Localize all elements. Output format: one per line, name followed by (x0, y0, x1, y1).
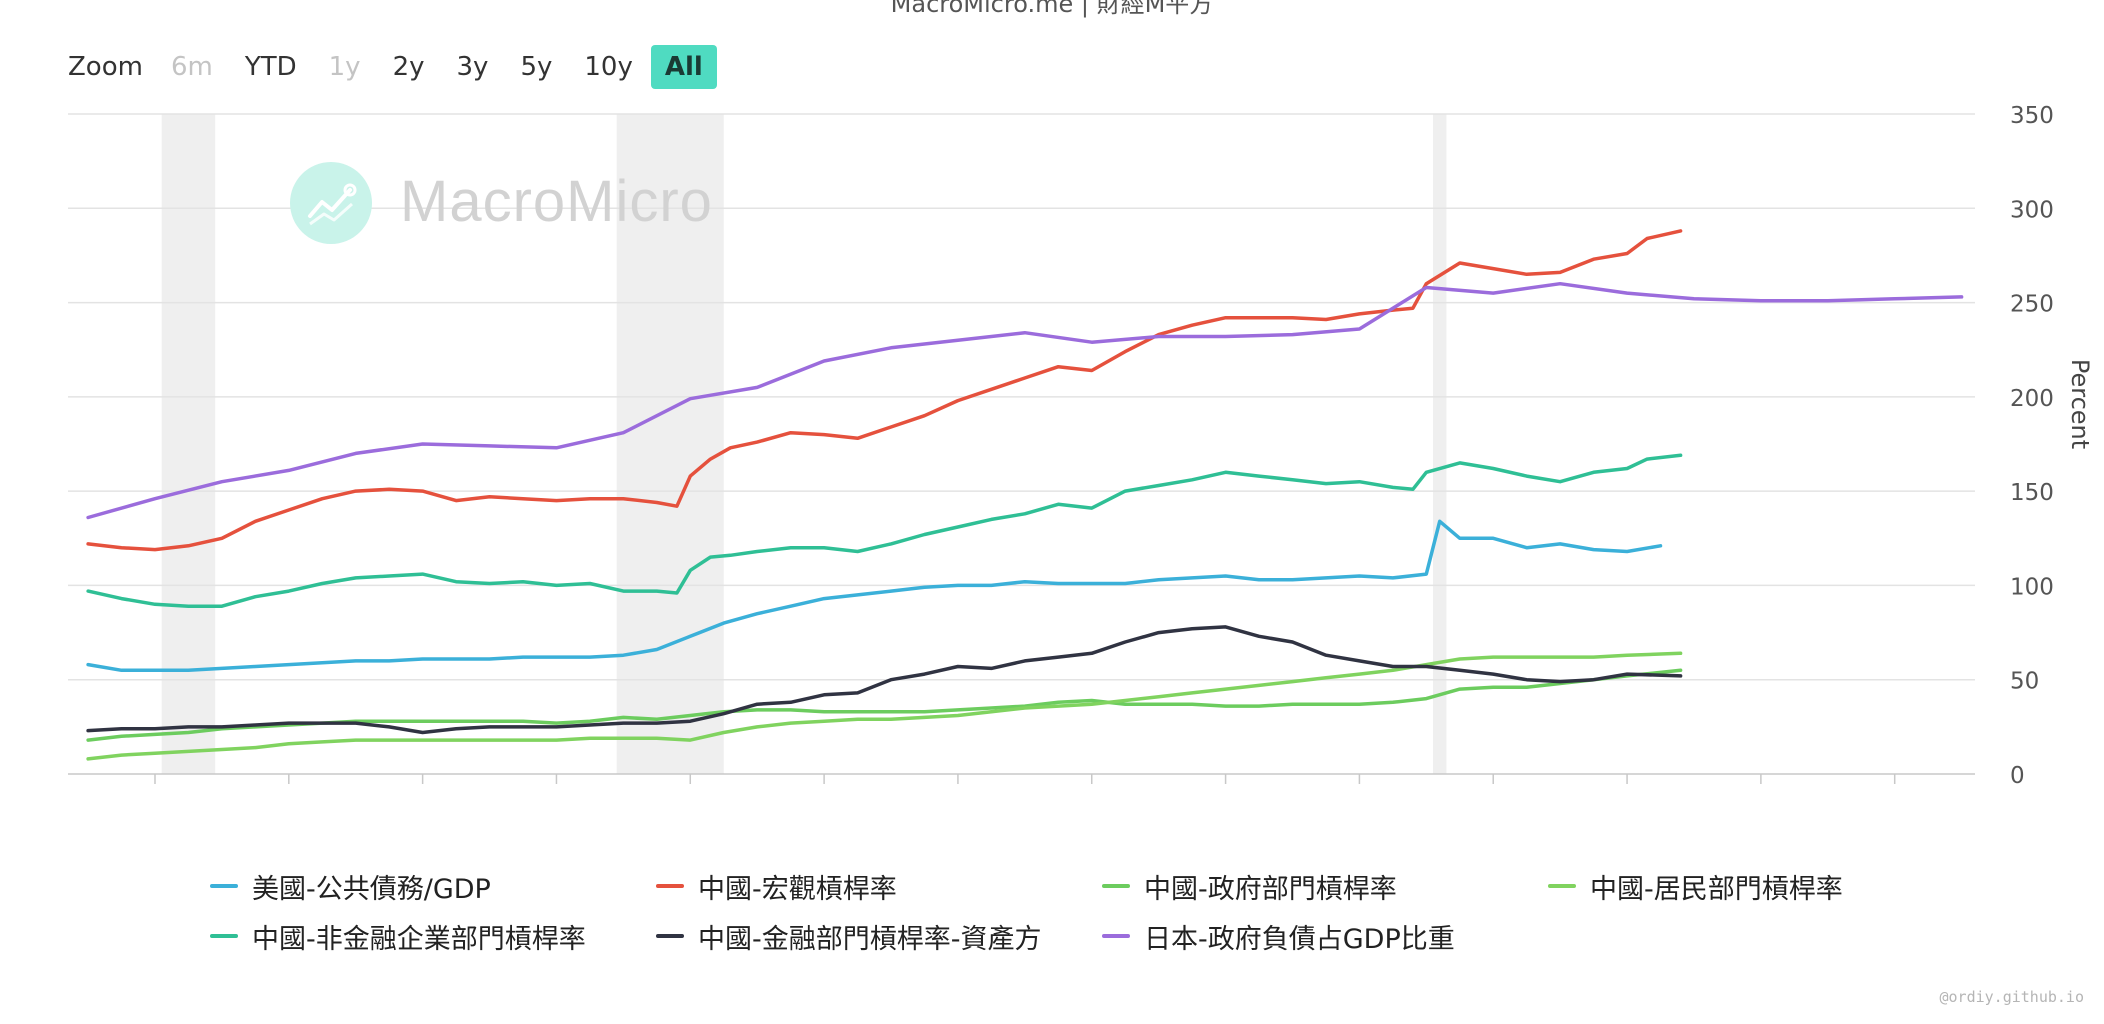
x-tick-label: 2012 (930, 799, 986, 800)
zoom-1y-button[interactable]: 1y (328, 52, 361, 82)
shaded-period-1 (616, 114, 724, 774)
footer-credit: @ordiy.github.io (1939, 988, 2085, 1006)
series-line-6 (86, 281, 1964, 520)
shaded-period-2 (1433, 114, 1447, 774)
macromicro-logo-icon (290, 162, 372, 244)
legend-label: 中國-宏觀槓桿率 (698, 873, 897, 905)
y-tick-label: 150 (2010, 480, 2054, 506)
y-axis-title: Percent (2066, 359, 2094, 449)
legend-label: 中國-居民部門槓桿率 (1590, 873, 1843, 905)
x-tick-label: 2026 (1867, 799, 1923, 800)
legend-swatch (210, 934, 238, 938)
legend-item[interactable]: 中國-宏觀槓桿率 (656, 866, 1102, 906)
series-line-3 (86, 651, 1683, 761)
series-line-1 (86, 229, 1683, 552)
y-tick-label: 350 (2010, 103, 2054, 129)
x-tick-label: 2022 (1599, 799, 1655, 800)
zoom-label: Zoom (68, 52, 143, 82)
legend-label: 中國-非金融企業部門槓桿率 (252, 923, 586, 955)
legend-label: 中國-金融部門槓桿率-資產方 (698, 923, 1042, 955)
zoom-ytd-button[interactable]: YTD (244, 52, 297, 82)
chart-legend: 美國-公共債務/GDP 中國-宏觀槓桿率 中國-政府部門槓桿率 中國-居民部門槓桿率中… (210, 866, 1970, 956)
legend-swatch (656, 934, 684, 938)
zoom-2y-button[interactable]: 2y (392, 52, 425, 82)
legend-item[interactable]: 中國-居民部門槓桿率 (1548, 866, 1968, 906)
zoom-10y-button[interactable]: 10y (584, 52, 633, 82)
x-tick-label: 2014 (1064, 799, 1120, 800)
y-tick-label: 200 (2010, 386, 2054, 412)
legend-item[interactable]: 日本-政府負債占GDP比重 (1102, 916, 1548, 956)
legend-item[interactable]: 中國-金融部門槓桿率-資產方 (656, 916, 1102, 956)
series-line-4 (86, 453, 1683, 608)
y-tick-label: 0 (2010, 763, 2025, 789)
legend-swatch (210, 884, 238, 888)
y-tick-label: 300 (2010, 197, 2054, 223)
x-tick-label: 2010 (796, 799, 852, 800)
series-line-0 (86, 519, 1663, 673)
legend-item[interactable]: 美國-公共債務/GDP (210, 866, 656, 906)
zoom-5y-button[interactable]: 5y (520, 52, 553, 82)
x-tick-label: 2006 (528, 799, 584, 800)
series-lines (86, 229, 1964, 761)
watermark-text: MacroMicro (400, 169, 713, 234)
legend-label: 中國-政府部門槓桿率 (1144, 873, 1397, 905)
legend-item[interactable]: 中國-政府部門槓桿率 (1102, 866, 1548, 906)
legend-swatch (656, 884, 684, 888)
x-tick-label: 2016 (1198, 799, 1254, 800)
y-gridlines (68, 113, 1975, 775)
shaded-period-0 (161, 114, 216, 774)
zoom-toolbar: Zoom 6m YTD 1y 2y 3y 5y 10y All (60, 44, 721, 90)
x-tick-label: 2008 (662, 799, 718, 800)
x-tick-label: 2018 (1331, 799, 1387, 800)
legend-swatch (1102, 934, 1130, 938)
zoom-all-button[interactable]: All (650, 45, 717, 89)
x-tick-label: 2020 (1465, 799, 1521, 800)
legend-label: 日本-政府負債占GDP比重 (1144, 923, 1455, 955)
recession-shading (161, 114, 1447, 774)
zoom-6m-button[interactable]: 6m (170, 52, 213, 82)
legend-label: 美國-公共債務/GDP (252, 873, 491, 905)
line-chart: 2000200220042006200820102012201420162018… (68, 103, 2094, 800)
x-tick-label: 2000 (127, 799, 183, 800)
chart-source-title: MacroMicro.me | 財經M平方 (890, 0, 1214, 18)
x-tick-label: 2024 (1733, 799, 1789, 800)
y-tick-label: 250 (2010, 292, 2054, 318)
legend-swatch (1102, 884, 1130, 888)
zoom-3y-button[interactable]: 3y (456, 52, 489, 82)
legend-item[interactable]: 中國-非金融企業部門槓桿率 (210, 916, 656, 956)
legend-swatch (1548, 884, 1576, 888)
y-tick-label: 100 (2010, 574, 2054, 600)
series-line-5 (86, 625, 1683, 735)
x-tick-label: 2004 (395, 799, 451, 800)
y-axis: 0 50 100 150 200 250 300 350 (2010, 103, 2054, 789)
y-tick-label: 50 (2010, 669, 2039, 695)
